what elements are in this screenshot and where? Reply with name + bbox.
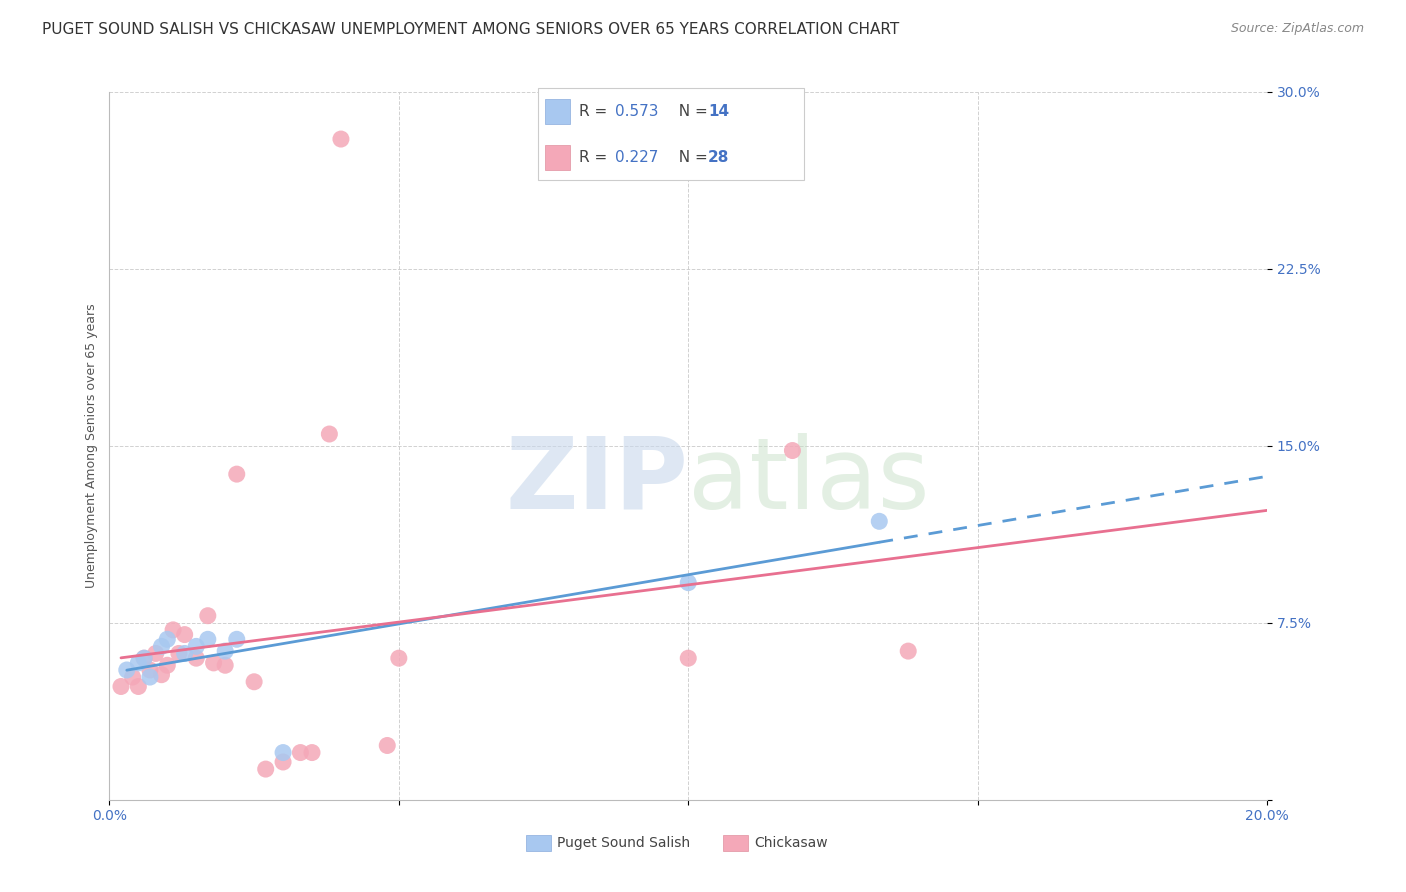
Point: [127, 680, 149, 694]
Point: [139, 670, 162, 684]
Point: [173, 627, 195, 641]
Point: [225, 467, 247, 482]
Point: [186, 651, 208, 665]
Point: [782, 443, 804, 458]
Text: Chickasaw: Chickasaw: [754, 836, 828, 849]
Point: [139, 663, 162, 677]
Text: 0.227: 0.227: [614, 150, 658, 165]
Text: R =: R =: [578, 150, 612, 165]
Point: [110, 680, 132, 694]
Point: [202, 656, 225, 670]
Point: [134, 651, 156, 665]
Text: 14: 14: [707, 103, 728, 119]
Point: [897, 644, 920, 658]
Point: [127, 656, 149, 670]
Point: [271, 746, 294, 760]
Point: [290, 746, 312, 760]
Point: [150, 667, 173, 681]
Text: Puget Sound Salish: Puget Sound Salish: [557, 836, 690, 849]
Text: N =: N =: [668, 150, 713, 165]
Point: [388, 651, 411, 665]
Point: [156, 632, 179, 647]
Point: [214, 644, 236, 658]
Point: [197, 608, 219, 623]
Text: R =: R =: [578, 103, 612, 119]
Point: [186, 640, 208, 654]
Text: PUGET SOUND SALISH VS CHICKASAW UNEMPLOYMENT AMONG SENIORS OVER 65 YEARS CORRELA: PUGET SOUND SALISH VS CHICKASAW UNEMPLOY…: [42, 22, 900, 37]
Point: [167, 647, 190, 661]
Point: [197, 632, 219, 647]
Point: [162, 623, 184, 637]
Point: [121, 670, 143, 684]
Point: [243, 674, 266, 689]
Point: [271, 755, 294, 769]
Text: 28: 28: [707, 150, 730, 165]
Point: [173, 647, 195, 661]
Point: [150, 640, 173, 654]
Point: [329, 132, 352, 146]
Point: [214, 658, 236, 673]
Point: [225, 632, 247, 647]
Text: atlas: atlas: [689, 433, 929, 530]
Point: [115, 663, 138, 677]
Point: [678, 575, 700, 590]
Point: [301, 746, 323, 760]
Text: 0.573: 0.573: [614, 103, 658, 119]
Point: [156, 658, 179, 673]
Point: [318, 427, 340, 442]
Point: [134, 651, 156, 665]
Point: [678, 651, 700, 665]
Point: [254, 762, 277, 776]
Text: ZIP: ZIP: [505, 433, 689, 530]
Point: [375, 739, 398, 753]
Point: [868, 514, 890, 528]
Text: Source: ZipAtlas.com: Source: ZipAtlas.com: [1230, 22, 1364, 36]
Text: N =: N =: [668, 103, 713, 119]
Point: [145, 647, 167, 661]
Y-axis label: Unemployment Among Seniors over 65 years: Unemployment Among Seniors over 65 years: [86, 303, 98, 588]
